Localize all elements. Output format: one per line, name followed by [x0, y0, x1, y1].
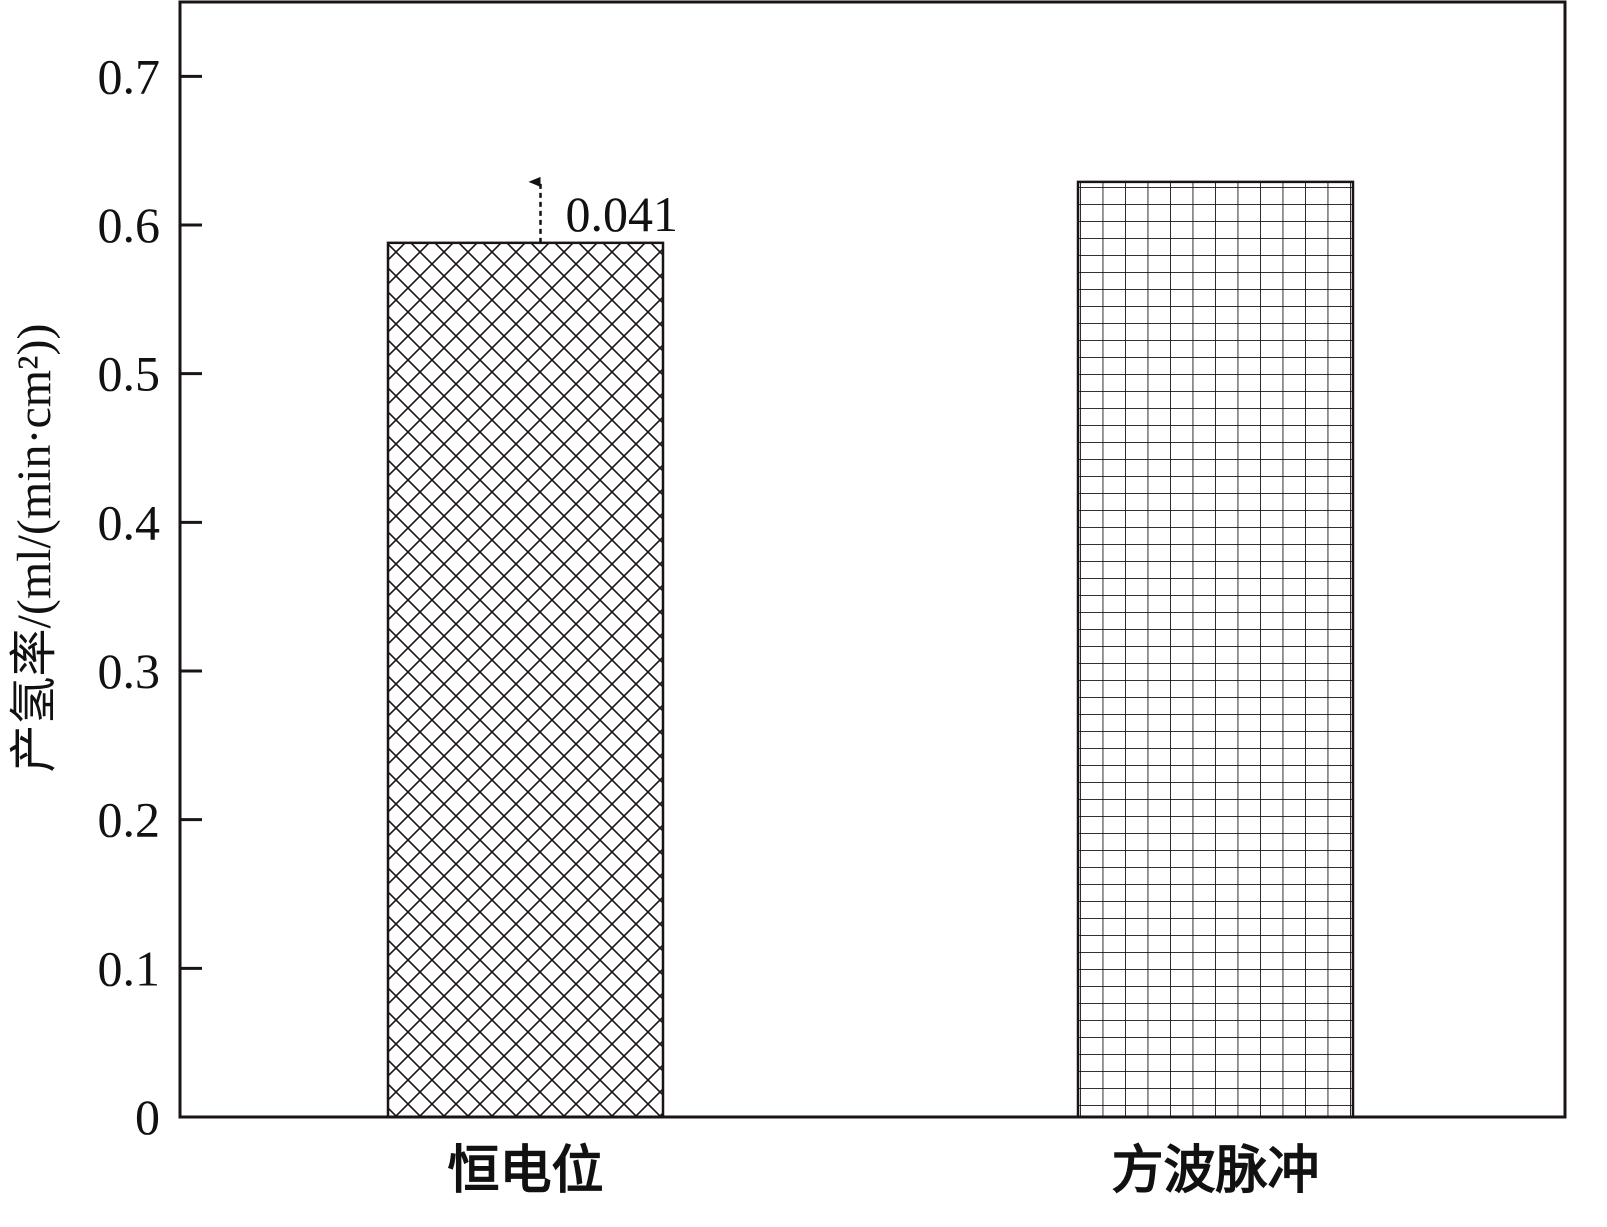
y-axis-label: 产氢率/(ml/(min·cm²)) — [8, 324, 61, 773]
y-tick-label: 0.4 — [98, 494, 161, 550]
bar-2 — [1076, 180, 1355, 1119]
plot-frame — [178, 0, 1567, 1119]
bars-group — [386, 180, 1355, 1119]
x-tick-label: 方波脉冲 — [1111, 1142, 1319, 1200]
y-tick-label: 0.7 — [98, 48, 161, 104]
difference-label: 0.041 — [566, 186, 679, 242]
y-tick-label: 0.5 — [98, 346, 161, 402]
y-tick-label: 0.6 — [98, 197, 161, 253]
bar-1 — [386, 241, 665, 1119]
y-tick-label: 0 — [135, 1089, 160, 1145]
x-tick-label: 恒电位 — [447, 1142, 603, 1200]
y-tick-label: 0.3 — [98, 643, 161, 699]
annotation-group: 0.041 — [528, 176, 679, 243]
y-tick-label: 0.1 — [98, 940, 161, 996]
axes-group: 恒电位 方波脉冲 0 0.1 0.2 0.3 0.4 0.5 0.6 0.7 — [98, 0, 1567, 1200]
y-tick-label: 0.2 — [98, 792, 161, 848]
